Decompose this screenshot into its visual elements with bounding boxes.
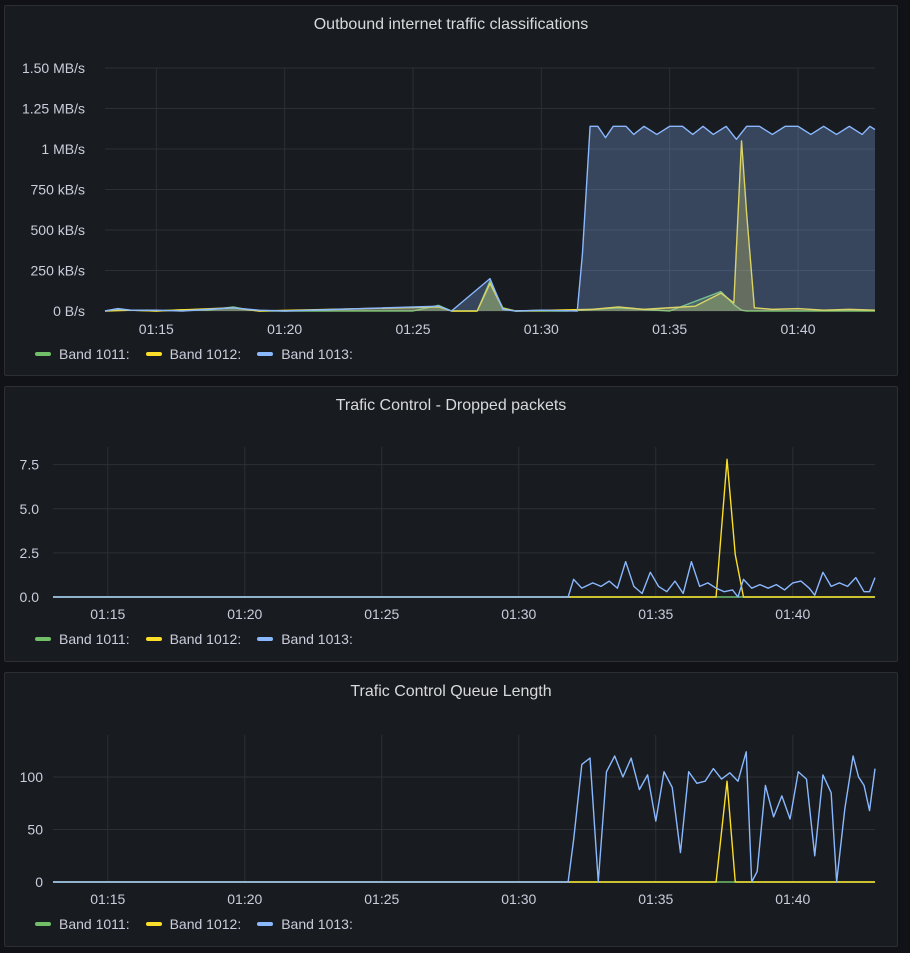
legend-label: Band 1011: <box>59 916 130 932</box>
y-tick-label: 2.5 <box>20 545 40 561</box>
legend-label: Band 1012: <box>169 346 242 362</box>
legend-swatch-icon <box>35 922 51 926</box>
chart-dropped-packets[interactable]: 0.0 2.5 5.0 7.5 01:15 01:20 01:25 01:30 01:35 01:… <box>5 387 899 663</box>
series-line-band-1012 <box>53 458 875 598</box>
legend: Band 1011: Band 1012: Band 1013: <box>35 916 353 932</box>
x-tick-label: 01:25 <box>364 606 399 622</box>
legend-swatch-icon <box>145 352 162 356</box>
x-tick-label: 01:30 <box>501 891 536 907</box>
x-tick-label: 01:20 <box>267 321 302 337</box>
y-tick-label: 750 kB/s <box>31 182 85 198</box>
legend-item-band-1012[interactable]: Band 1012: <box>145 631 242 647</box>
legend-label: Band 1011: <box>59 631 130 647</box>
y-tick-label: 1.25 MB/s <box>22 101 85 117</box>
series-line-band-1013 <box>104 125 876 312</box>
x-tick-label: 01:15 <box>90 606 125 622</box>
x-tick-label: 01:30 <box>501 606 536 622</box>
x-tick-label: 01:40 <box>775 606 810 622</box>
x-tick-label: 01:30 <box>524 321 559 337</box>
x-tick-label: 01:20 <box>227 891 262 907</box>
legend-label: Band 1012: <box>169 916 242 932</box>
legend-item-band-1013[interactable]: Band 1013: <box>257 916 353 932</box>
legend-item-band-1011[interactable]: Band 1011: <box>35 631 130 647</box>
legend-label: Band 1013: <box>281 346 353 362</box>
series-line-band-1013 <box>53 751 876 883</box>
x-tick-label: 01:35 <box>638 891 673 907</box>
x-tick-label: 01:20 <box>227 606 262 622</box>
legend-swatch-icon <box>257 922 274 926</box>
x-tick-label: 01:35 <box>652 321 687 337</box>
panel-title[interactable]: Trafic Control Queue Length <box>350 683 552 700</box>
x-tick-label: 01:25 <box>395 321 430 337</box>
x-tick-label: 01:15 <box>90 891 125 907</box>
series-area-band-1013 <box>105 126 875 311</box>
x-tick-label: 01:15 <box>139 321 174 337</box>
legend-label: Band 1013: <box>281 631 353 647</box>
series-line-band-1013 <box>53 561 876 598</box>
legend-item-band-1012[interactable]: Band 1012: <box>145 916 242 932</box>
legend-item-band-1013[interactable]: Band 1013: <box>257 631 353 647</box>
series-area-band-1011 <box>105 281 875 311</box>
x-tick-label: 01:35 <box>638 606 673 622</box>
panel-title[interactable]: Trafic Control - Dropped packets <box>335 397 567 414</box>
y-tick-label: 1.50 MB/s <box>22 60 85 76</box>
x-tick-label: 01:40 <box>775 891 810 907</box>
legend-swatch-icon <box>257 352 274 356</box>
legend-swatch-icon <box>145 637 162 641</box>
legend-swatch-icon <box>257 637 274 641</box>
y-tick-label: 0 <box>35 874 43 890</box>
legend-swatch-icon <box>145 922 162 926</box>
y-tick-label: 1 MB/s <box>41 141 85 157</box>
legend-item-band-1013[interactable]: Band 1013: <box>257 346 353 362</box>
panel-title[interactable]: Outbound internet traffic classification… <box>313 16 589 33</box>
chart-queue-length[interactable]: 0 50 100 01:15 01:20 01:25 01:30 01:35 01:40 <box>5 673 899 948</box>
panel-queue-length: Trafic Control Queue Length 0 50 100 01:15 0… <box>4 672 898 947</box>
y-tick-label: 500 kB/s <box>31 222 85 238</box>
legend-item-band-1011[interactable]: Band 1011: <box>35 916 130 932</box>
legend: Band 1011: Band 1012: Band 1013: <box>35 346 353 362</box>
legend-item-band-1011[interactable]: Band 1011: <box>35 346 130 362</box>
y-tick-label: 0.0 <box>20 589 40 605</box>
y-tick-label: 7.5 <box>20 457 40 473</box>
y-tick-label: 0 B/s <box>53 303 85 319</box>
chart-outbound-traffic[interactable]: 0 B/s 250 kB/s 500 kB/s 750 kB/s 1 MB/s 1.25 … <box>5 6 899 377</box>
x-tick-label: 01:25 <box>364 891 399 907</box>
legend-label: Band 1012: <box>169 631 242 647</box>
legend-label: Band 1013: <box>281 916 353 932</box>
panel-dropped-packets: Trafic Control - Dropped packets 0.0 2.5 5… <box>4 386 898 662</box>
legend-swatch-icon <box>35 637 51 641</box>
y-tick-label: 50 <box>27 822 43 838</box>
y-tick-label: 100 <box>20 769 44 785</box>
legend: Band 1011: Band 1012: Band 1013: <box>35 631 353 647</box>
legend-swatch-icon <box>35 352 51 356</box>
panel-outbound-traffic: Outbound internet traffic classification… <box>4 5 898 376</box>
legend-item-band-1012[interactable]: Band 1012: <box>145 346 242 362</box>
x-tick-label: 01:40 <box>780 321 815 337</box>
y-tick-label: 250 kB/s <box>31 263 85 279</box>
y-tick-label: 5.0 <box>20 501 40 517</box>
legend-label: Band 1011: <box>59 346 130 362</box>
